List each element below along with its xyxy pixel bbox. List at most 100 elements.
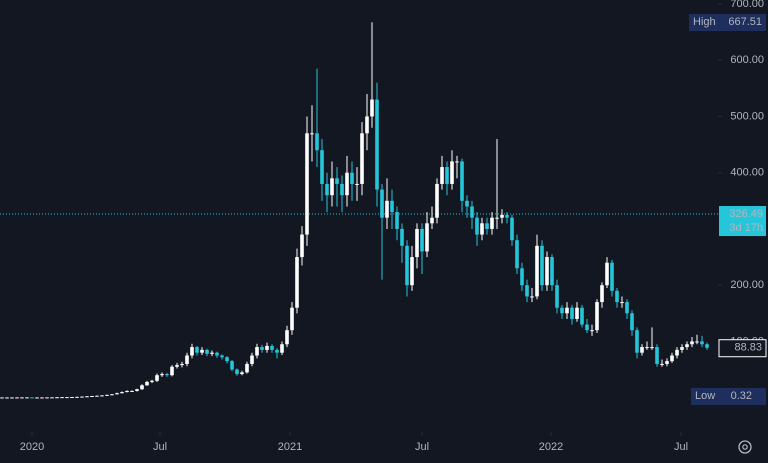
candle-body [170, 366, 174, 376]
candle-body [5, 397, 9, 399]
candle-body [100, 395, 104, 397]
candle-body [330, 178, 334, 196]
close-value: 88.83 [734, 342, 762, 354]
candle-body [495, 217, 499, 219]
low-label: Low [695, 390, 715, 402]
candle-body [30, 397, 34, 399]
candle-body [90, 396, 94, 397]
candle-body [685, 344, 689, 348]
candle-body [660, 363, 664, 365]
candle-body [225, 357, 229, 362]
y-tick-label: 400.00 [730, 167, 764, 179]
low-value: 0.32 [731, 390, 752, 402]
candle-body [35, 397, 39, 399]
candle-body [410, 257, 414, 286]
candle-body [210, 352, 214, 354]
candle-body [275, 349, 279, 353]
candle-body [185, 355, 189, 364]
candle-body [435, 183, 439, 218]
x-tick-label: Jul [674, 441, 688, 453]
candle-body [0, 397, 4, 399]
candle-body [415, 228, 419, 258]
candle-body [70, 397, 74, 399]
candle-body [540, 245, 544, 286]
candle-body [350, 172, 354, 184]
candle-body [140, 385, 144, 390]
y-tick-label: 700.00 [730, 0, 764, 10]
candle-body [630, 313, 634, 331]
candle-body [535, 245, 539, 297]
candle-body [65, 397, 69, 399]
candle-body [610, 262, 614, 291]
candle-body [220, 355, 224, 358]
candle-body [235, 369, 239, 375]
candle-body [420, 228, 424, 252]
x-tick-label: Jul [415, 441, 429, 453]
candle-body [80, 396, 84, 398]
candle-body [605, 262, 609, 286]
candle-body [560, 307, 564, 314]
candle-body [310, 133, 314, 135]
candle-body [250, 355, 254, 364]
candle-body [500, 214, 504, 218]
candle-body [315, 133, 319, 151]
candle-body [60, 397, 64, 399]
candle-body [105, 394, 109, 396]
candle-body [445, 167, 449, 184]
candle-body [335, 178, 339, 184]
candle-body [300, 234, 304, 258]
candle-body [400, 228, 404, 246]
x-tick-label: 2021 [278, 441, 302, 453]
price-box [719, 206, 766, 237]
candle-body [670, 355, 674, 362]
y-tick-label: 600.00 [730, 54, 764, 66]
candle-body [340, 183, 344, 196]
candle-body [85, 396, 89, 398]
candle-body [195, 347, 199, 353]
candle-body [655, 347, 659, 364]
candle-body [485, 223, 489, 229]
candle-body [690, 341, 694, 345]
candle-body [145, 381, 149, 386]
y-tick-label: 500.00 [730, 110, 764, 122]
candle-body [165, 374, 169, 376]
candle-body [450, 161, 454, 184]
candle-body [575, 307, 579, 319]
candle-body [470, 206, 474, 218]
candle-body [570, 307, 574, 319]
candle-body [525, 285, 529, 297]
candle-body [665, 361, 669, 364]
candle-body [545, 257, 549, 286]
settings-icon[interactable] [738, 440, 752, 454]
candle-body [385, 200, 389, 218]
candle-body [240, 372, 244, 375]
candle-body [345, 172, 349, 196]
high-box [689, 14, 766, 31]
candle-body [520, 268, 524, 286]
candle-body [265, 345, 269, 350]
candle-body [550, 257, 554, 286]
candle-body [280, 344, 284, 353]
candle-body [50, 397, 54, 399]
candle-body [150, 380, 154, 382]
candle-body [370, 99, 374, 117]
candle-body [430, 217, 434, 224]
candle-body [395, 212, 399, 229]
close-box [718, 339, 767, 358]
candle-body [180, 363, 184, 366]
candle-body [380, 189, 384, 218]
x-tick-label: 2022 [539, 441, 563, 453]
candle-body [515, 240, 519, 269]
candle-body [620, 302, 624, 304]
candle-body [25, 397, 29, 399]
candle-body [230, 361, 234, 370]
candle-body [205, 349, 209, 354]
candle-body [465, 200, 469, 207]
candle-body [530, 296, 534, 298]
candle-body [130, 390, 134, 392]
candle-body [40, 397, 44, 399]
candle-body [595, 302, 599, 331]
countdown: 3d 17h [729, 222, 763, 234]
candle-body [600, 285, 604, 303]
